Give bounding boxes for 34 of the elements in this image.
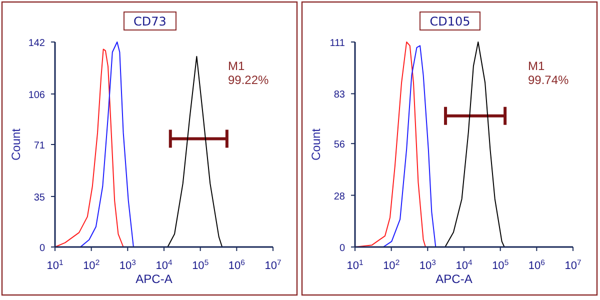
x-axis-title: APC-A [136, 272, 172, 286]
y-tick-label: 106 [28, 90, 46, 101]
chart-title: CD105 [430, 14, 470, 28]
y-axis-title: Count [309, 128, 323, 161]
x-tick-label: 10$^{1}$ [346, 258, 364, 272]
x-tick-label: 10$^{6}$ [528, 258, 545, 272]
x-tick-label: 10$^{4}$ [156, 258, 173, 272]
y-tick-label: 28 [334, 191, 346, 202]
x-tick-label: 10$^{7}$ [564, 258, 582, 272]
x-tick-label: 10$^{6}$ [228, 258, 245, 272]
chart-title: CD73 [134, 14, 166, 28]
y-tick-label: 56 [334, 140, 346, 151]
x-tick-label: 10$^{4}$ [456, 258, 473, 272]
x-tick-label: 10$^{1}$ [46, 258, 64, 272]
annotation: M1 [528, 59, 545, 73]
annotation: 99.22% [228, 73, 270, 87]
annotation: M1 [228, 59, 245, 73]
y-tick-label: 35 [34, 192, 46, 204]
y-tick-label: 71 [34, 140, 46, 152]
y-tick-label: 0 [339, 243, 346, 254]
x-tick-label: 10$^{3}$ [119, 258, 136, 272]
annotation: 99.74% [528, 73, 570, 87]
x-tick-label: 10$^{2}$ [83, 258, 100, 272]
y-tick-label: 83 [334, 90, 346, 101]
x-tick-label: 10$^{7}$ [264, 258, 282, 272]
x-tick-label: 10$^{5}$ [192, 258, 209, 272]
x-tick-label: 10$^{5}$ [492, 258, 509, 272]
y-tick-label: 111 [330, 38, 346, 49]
y-tick-label: 142 [28, 38, 46, 49]
x-tick-label: 10$^{3}$ [419, 258, 436, 272]
y-tick-label: 0 [39, 243, 46, 254]
x-tick-label: 10$^{2}$ [383, 258, 400, 272]
x-axis-title: APC-A [436, 272, 472, 286]
y-axis-title: Count [9, 128, 23, 161]
